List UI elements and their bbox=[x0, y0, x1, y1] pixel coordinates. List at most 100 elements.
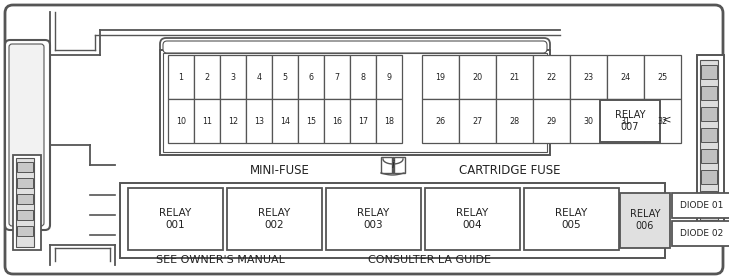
Bar bbox=[644, 99, 681, 143]
FancyBboxPatch shape bbox=[9, 44, 44, 226]
Bar bbox=[701, 86, 717, 100]
Bar bbox=[607, 99, 644, 143]
Bar bbox=[220, 99, 246, 143]
Bar bbox=[272, 55, 298, 99]
Text: RELAY
002: RELAY 002 bbox=[258, 208, 291, 230]
Bar bbox=[394, 157, 405, 173]
Text: 14: 14 bbox=[280, 117, 290, 126]
Text: 25: 25 bbox=[658, 73, 668, 81]
Text: 21: 21 bbox=[510, 73, 520, 81]
Text: 19: 19 bbox=[435, 73, 445, 81]
Bar bbox=[620, 193, 670, 248]
Bar bbox=[425, 188, 520, 250]
Text: MINI-FUSE: MINI-FUSE bbox=[250, 163, 310, 177]
Bar bbox=[570, 55, 607, 99]
Bar bbox=[700, 60, 718, 220]
Bar bbox=[350, 55, 376, 99]
Text: 1: 1 bbox=[179, 73, 184, 81]
Bar bbox=[459, 99, 496, 143]
Bar bbox=[350, 99, 376, 143]
Bar bbox=[672, 193, 729, 218]
Bar bbox=[168, 99, 194, 143]
Text: 20: 20 bbox=[472, 73, 483, 81]
Bar bbox=[701, 170, 717, 184]
Bar bbox=[17, 178, 33, 188]
Bar bbox=[533, 55, 570, 99]
Bar bbox=[324, 99, 350, 143]
Bar bbox=[381, 157, 392, 173]
Bar bbox=[496, 55, 533, 99]
Bar bbox=[128, 188, 223, 250]
Bar bbox=[701, 107, 717, 121]
Text: RELAY
005: RELAY 005 bbox=[555, 208, 588, 230]
Bar bbox=[298, 99, 324, 143]
Text: CONSULTER LA GUIDE: CONSULTER LA GUIDE bbox=[368, 255, 491, 265]
Text: 30: 30 bbox=[583, 117, 593, 126]
Text: 23: 23 bbox=[583, 73, 593, 81]
Text: 15: 15 bbox=[306, 117, 316, 126]
Text: > PBT <: > PBT < bbox=[625, 115, 671, 125]
Text: 13: 13 bbox=[254, 117, 264, 126]
Text: 18: 18 bbox=[384, 117, 394, 126]
Text: DIODE 02: DIODE 02 bbox=[680, 229, 724, 237]
Bar bbox=[227, 188, 322, 250]
Bar bbox=[701, 149, 717, 163]
Bar bbox=[533, 99, 570, 143]
Bar bbox=[246, 99, 272, 143]
Bar bbox=[570, 99, 607, 143]
Bar bbox=[600, 100, 660, 142]
Text: 11: 11 bbox=[202, 117, 212, 126]
Bar bbox=[220, 55, 246, 99]
FancyBboxPatch shape bbox=[5, 5, 723, 274]
Text: 3: 3 bbox=[230, 73, 235, 81]
Bar bbox=[194, 55, 220, 99]
Bar bbox=[376, 99, 402, 143]
Text: 22: 22 bbox=[546, 73, 557, 81]
Text: 9: 9 bbox=[386, 73, 391, 81]
Bar bbox=[376, 55, 402, 99]
Text: 7: 7 bbox=[335, 73, 340, 81]
Bar bbox=[496, 99, 533, 143]
Bar bbox=[422, 55, 459, 99]
Bar bbox=[459, 55, 496, 99]
Text: 26: 26 bbox=[435, 117, 445, 126]
Bar bbox=[194, 99, 220, 143]
FancyBboxPatch shape bbox=[160, 38, 550, 54]
Bar bbox=[13, 155, 41, 250]
Text: RELAY
006: RELAY 006 bbox=[630, 209, 660, 231]
Bar bbox=[422, 99, 459, 143]
Bar bbox=[644, 55, 681, 99]
Text: 17: 17 bbox=[358, 117, 368, 126]
Bar bbox=[272, 99, 298, 143]
Bar bbox=[607, 55, 644, 99]
Text: i: i bbox=[391, 160, 394, 170]
Bar bbox=[163, 53, 547, 152]
Bar bbox=[701, 65, 717, 79]
Bar bbox=[16, 158, 34, 247]
Text: 28: 28 bbox=[510, 117, 520, 126]
Bar bbox=[298, 55, 324, 99]
Text: 5: 5 bbox=[282, 73, 287, 81]
Text: SEE OWNER'S MANUAL: SEE OWNER'S MANUAL bbox=[155, 255, 284, 265]
Text: 24: 24 bbox=[620, 73, 631, 81]
Text: 32: 32 bbox=[658, 117, 668, 126]
Bar bbox=[17, 162, 33, 172]
Text: RELAY
003: RELAY 003 bbox=[357, 208, 389, 230]
Text: RELAY
004: RELAY 004 bbox=[456, 208, 488, 230]
Bar bbox=[17, 194, 33, 204]
Bar bbox=[17, 226, 33, 236]
Text: DIODE 01: DIODE 01 bbox=[680, 201, 724, 210]
Bar bbox=[326, 188, 421, 250]
Bar bbox=[246, 55, 272, 99]
FancyBboxPatch shape bbox=[5, 40, 50, 230]
Text: RELAY
001: RELAY 001 bbox=[160, 208, 192, 230]
Text: 29: 29 bbox=[546, 117, 557, 126]
Bar bbox=[672, 221, 729, 246]
Text: 2: 2 bbox=[204, 73, 209, 81]
FancyBboxPatch shape bbox=[163, 41, 547, 53]
Text: 6: 6 bbox=[308, 73, 313, 81]
Text: 8: 8 bbox=[361, 73, 365, 81]
Bar bbox=[17, 210, 33, 220]
Text: 10: 10 bbox=[176, 117, 186, 126]
Bar bbox=[160, 50, 550, 155]
